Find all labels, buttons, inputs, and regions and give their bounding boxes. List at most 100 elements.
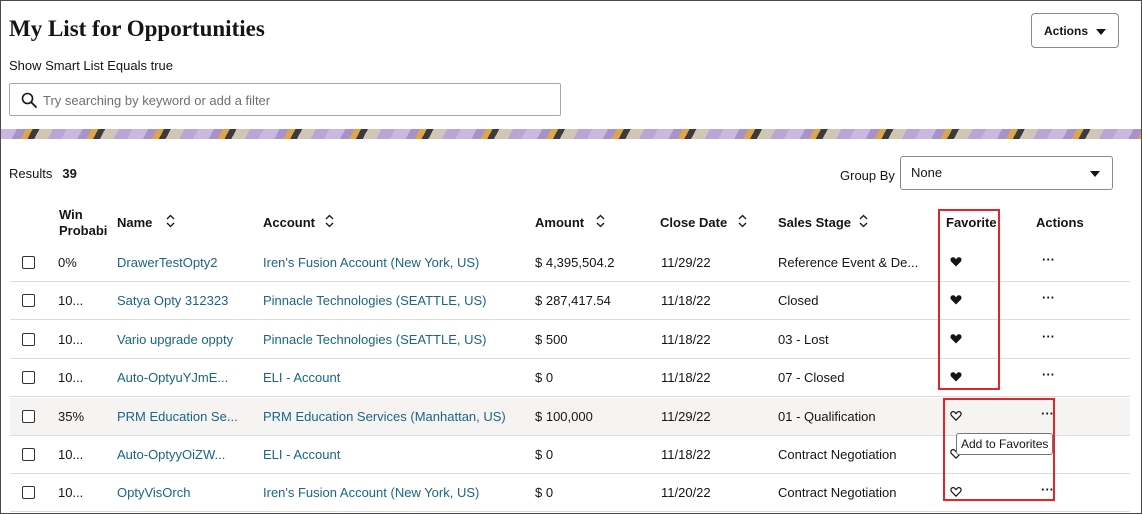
table-row[interactable]: 10... OptyVisOrch Iren's Fusion Account (N… (10, 474, 1130, 513)
chevron-down-icon (1090, 171, 1100, 177)
table-row[interactable]: 0% DrawerTestOpty2 Iren's Fusion Account (… (10, 244, 1130, 282)
search-bar[interactable] (9, 83, 561, 116)
table-row[interactable]: 10... Satya Opty 312323 Pinnacle Technolog… (10, 282, 1130, 321)
sales-stage-cell: Contract Negotiation (778, 485, 897, 501)
row-actions-menu-icon[interactable]: ··· (1042, 367, 1055, 383)
favorite-highlight-box (938, 209, 1000, 390)
table-row[interactable]: 10... Auto-OptyuYJmE... ELI - Account $ 0 11… (10, 359, 1130, 398)
amount-cell: $ 4,395,504.2 (535, 255, 615, 270)
account-link[interactable]: ELI - Account (263, 370, 341, 386)
chevron-down-icon (1096, 29, 1106, 35)
results-label: Results (9, 166, 53, 181)
column-header-actions: Actions (1036, 215, 1084, 230)
amount-cell: $ 500 (535, 331, 568, 347)
group-by-select[interactable]: None (900, 156, 1113, 190)
row-actions-menu-icon[interactable]: ··· (1041, 405, 1054, 421)
account-link[interactable]: ELI - Account (263, 447, 341, 462)
favorite-heart-filled-icon[interactable] (950, 371, 962, 383)
column-header-actions-label: Actions (1036, 215, 1084, 230)
add-to-favorites-tooltip: Add to Favorites (956, 433, 1054, 455)
sales-stage-cell: 07 - Closed (778, 370, 845, 386)
favorite-heart-outline-icon[interactable] (950, 486, 962, 498)
group-by-value: None (911, 165, 943, 180)
opportunity-name-link[interactable]: DrawerTestOpty2 (117, 255, 218, 270)
row-select-checkbox[interactable] (22, 409, 35, 423)
win-probability-cell: 35% (58, 408, 85, 424)
row-select-checkbox[interactable] (22, 448, 35, 461)
account-link[interactable]: Iren's Fusion Account (New York, US) (263, 255, 480, 270)
sales-stage-cell: 03 - Lost (778, 331, 829, 347)
opportunity-name-link[interactable]: Auto-OptyuYJmE... (117, 370, 229, 386)
row-select-checkbox[interactable] (22, 371, 35, 385)
smart-list-filter-text: Show Smart List Equals true (9, 58, 174, 73)
decorative-banner (1, 129, 1141, 139)
opportunity-name-link[interactable]: Vario upgrade oppty (117, 331, 234, 347)
account-link[interactable]: Iren's Fusion Account (New York, US) (263, 485, 480, 501)
sales-stage-cell: 01 - Qualification (778, 408, 876, 424)
amount-cell: $ 0 (535, 370, 554, 386)
row-select-checkbox[interactable] (22, 294, 35, 308)
favorite-heart-filled-icon[interactable] (950, 333, 962, 345)
close-date-cell: 11/18/22 (661, 447, 711, 462)
row-actions-menu-icon[interactable]: ··· (1042, 328, 1055, 344)
favorite-heart-outline-icon[interactable] (950, 410, 962, 422)
amount-cell: $ 100,000 (535, 408, 593, 424)
page-actions-button[interactable]: Actions (1031, 13, 1119, 48)
close-date-cell: 11/29/22 (661, 408, 711, 424)
column-header-account-label: Account (263, 215, 315, 230)
win-probability-cell: 10... (58, 293, 84, 309)
page-actions-label: Actions (1044, 23, 1089, 38)
results-count: 39 (62, 166, 77, 181)
row-select-checkbox[interactable] (22, 486, 35, 500)
account-link[interactable]: PRM Education Services (Manhattan, US) (263, 408, 506, 424)
column-header-favorite: Favorite (946, 215, 997, 230)
page-title: My List for Opportunities (9, 16, 265, 41)
win-probability-cell: 10... (58, 370, 84, 386)
table-row[interactable]: 10... Auto-OptyyOiZW... ELI - Account $ 0 11… (10, 436, 1130, 474)
column-header-close-date[interactable]: Close Date (660, 215, 727, 230)
opportunity-name-link[interactable]: Satya Opty 312323 (117, 293, 229, 309)
sales-stage-cell: Closed (778, 293, 819, 309)
column-header-account[interactable]: Account (263, 215, 315, 230)
sort-icon[interactable] (738, 214, 747, 228)
amount-cell: $ 0 (535, 447, 554, 462)
search-icon (21, 92, 37, 108)
row-actions-menu-icon[interactable]: ··· (1042, 252, 1055, 267)
amount-cell: $ 0 (535, 485, 554, 501)
table-row[interactable]: 10... Vario upgrade oppty Pinnacle Technol… (10, 321, 1130, 359)
opportunity-name-link[interactable]: Auto-OptyyOiZW... (117, 447, 226, 462)
column-header-name[interactable]: Name (117, 215, 152, 230)
column-header-win-probability[interactable]: Win Probabi (59, 207, 107, 239)
search-input[interactable] (43, 90, 543, 110)
column-header-sales-stage[interactable]: Sales Stage (778, 215, 851, 230)
column-header-amount[interactable]: Amount (535, 215, 584, 230)
row-actions-menu-icon[interactable]: ··· (1042, 290, 1055, 306)
close-date-cell: 11/18/22 (661, 293, 711, 309)
account-link[interactable]: Pinnacle Technologies (SEATTLE, US) (263, 293, 487, 309)
account-link[interactable]: Pinnacle Technologies (SEATTLE, US) (263, 331, 487, 347)
row-actions-menu-icon[interactable]: ··· (1041, 482, 1054, 498)
column-header-name-label: Name (117, 215, 153, 230)
sort-icon[interactable] (325, 214, 334, 228)
win-probability-cell: 10... (58, 485, 84, 501)
column-header-favorite-label: Favorite (946, 215, 997, 230)
close-date-cell: 11/18/22 (661, 331, 711, 347)
opportunity-name-link[interactable]: PRM Education Se... (117, 408, 238, 424)
close-date-cell: 11/29/22 (661, 255, 711, 270)
win-probability-cell: 10... (58, 331, 84, 347)
favorite-heart-filled-icon[interactable] (950, 256, 962, 268)
sort-icon[interactable] (859, 214, 868, 228)
favorite-heart-filled-icon[interactable] (950, 294, 962, 306)
column-header-amount-label: Amount (535, 215, 585, 230)
close-date-cell: 11/18/22 (661, 370, 711, 386)
results-summary: Results 39 (9, 166, 77, 181)
win-probability-cell: 10... (58, 447, 84, 462)
opportunity-name-link[interactable]: OptyVisOrch (117, 485, 191, 501)
sort-icon[interactable] (166, 214, 175, 228)
win-probability-cell: 0% (58, 255, 77, 270)
row-select-checkbox[interactable] (22, 332, 35, 346)
row-select-checkbox[interactable] (22, 256, 35, 269)
favorite-highlight-box (943, 398, 1055, 501)
sort-icon[interactable] (596, 214, 605, 228)
